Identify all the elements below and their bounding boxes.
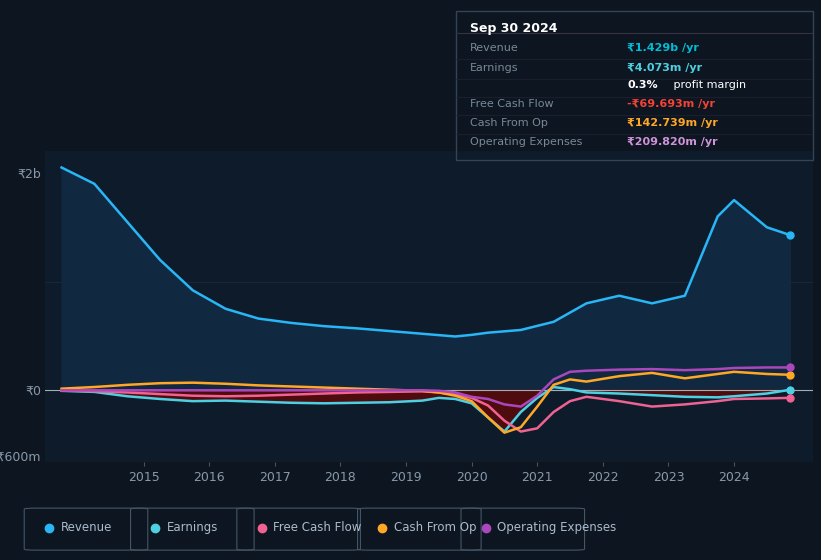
Text: Cash From Op: Cash From Op xyxy=(470,118,548,128)
Text: ₹1.429b /yr: ₹1.429b /yr xyxy=(627,43,699,53)
Text: Revenue: Revenue xyxy=(61,521,112,534)
Text: Earnings: Earnings xyxy=(167,521,218,534)
Text: Operating Expenses: Operating Expenses xyxy=(498,521,617,534)
Text: profit margin: profit margin xyxy=(670,81,746,90)
Text: Cash From Op: Cash From Op xyxy=(394,521,476,534)
Text: 0.3%: 0.3% xyxy=(627,81,658,90)
Text: Free Cash Flow: Free Cash Flow xyxy=(470,99,553,109)
Text: Revenue: Revenue xyxy=(470,43,519,53)
Text: Earnings: Earnings xyxy=(470,63,518,73)
Text: ₹209.820m /yr: ₹209.820m /yr xyxy=(627,137,718,147)
Text: Sep 30 2024: Sep 30 2024 xyxy=(470,22,557,35)
Text: Free Cash Flow: Free Cash Flow xyxy=(273,521,361,534)
Text: -₹69.693m /yr: -₹69.693m /yr xyxy=(627,99,715,109)
Text: ₹142.739m /yr: ₹142.739m /yr xyxy=(627,118,718,128)
Text: ₹4.073m /yr: ₹4.073m /yr xyxy=(627,63,702,73)
Text: Operating Expenses: Operating Expenses xyxy=(470,137,582,147)
